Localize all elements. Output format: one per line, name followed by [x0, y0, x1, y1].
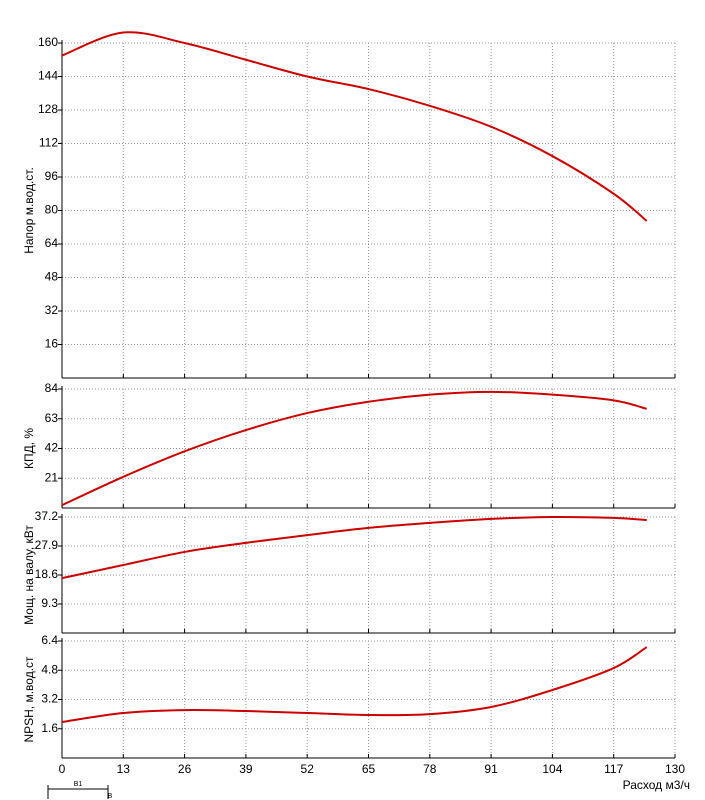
- y-tick-label: 64: [45, 236, 59, 250]
- curve: [61, 515, 647, 580]
- x-tick-label: 0: [59, 762, 66, 776]
- curve: [61, 390, 647, 507]
- x-axis-label: Расход м3/ч: [623, 778, 690, 792]
- y-tick-label: 18.6: [35, 567, 59, 581]
- y-tick-label: 84: [45, 381, 59, 395]
- y-tick-label: 32: [45, 303, 59, 317]
- y-tick-label: 16: [45, 337, 59, 351]
- y-axis-label: Мощ. на валу, кВт: [22, 525, 36, 625]
- y-tick-label: 27.9: [35, 538, 59, 552]
- y-tick-label: 21: [45, 470, 59, 484]
- y-tick-label: 1.6: [41, 721, 58, 735]
- y-axis-label: Напор м.вод.ст.: [22, 167, 36, 254]
- y-tick-label: 3.2: [41, 692, 58, 706]
- y-tick-label: 63: [45, 411, 59, 425]
- y-tick-label: 9.3: [41, 596, 58, 610]
- y-tick-label: 6.4: [41, 633, 58, 647]
- x-tick-label: 52: [301, 762, 315, 776]
- y-tick-label: 112: [39, 136, 58, 150]
- y-tick-label: 80: [45, 203, 59, 217]
- y-tick-label: 128: [38, 102, 58, 116]
- y-tick-label: 160: [38, 35, 58, 49]
- y-tick-label: 144: [38, 69, 58, 83]
- x-tick-label: 39: [239, 762, 253, 776]
- x-tick-label: 65: [362, 762, 376, 776]
- curve: [61, 646, 648, 723]
- x-tick-label: 26: [178, 762, 192, 776]
- y-tick-label: 37.2: [35, 509, 59, 523]
- annotation: B1: [74, 781, 83, 788]
- y-tick-label: 48: [45, 270, 59, 284]
- curve: [61, 31, 648, 222]
- x-tick-label: 78: [423, 762, 437, 776]
- x-tick-label: 130: [665, 762, 685, 776]
- annotation: B: [108, 793, 113, 800]
- x-tick-label: 13: [117, 762, 131, 776]
- y-axis-label: NPSH, м.вод.ст: [22, 656, 36, 743]
- x-tick-label: 91: [484, 762, 498, 776]
- x-tick-label: 104: [542, 762, 562, 776]
- y-tick-label: 96: [45, 169, 59, 183]
- y-tick-label: 4.8: [41, 662, 58, 676]
- y-axis-label: КПД, %: [22, 428, 36, 469]
- y-tick-label: 42: [45, 441, 59, 455]
- x-tick-label: 117: [604, 762, 623, 776]
